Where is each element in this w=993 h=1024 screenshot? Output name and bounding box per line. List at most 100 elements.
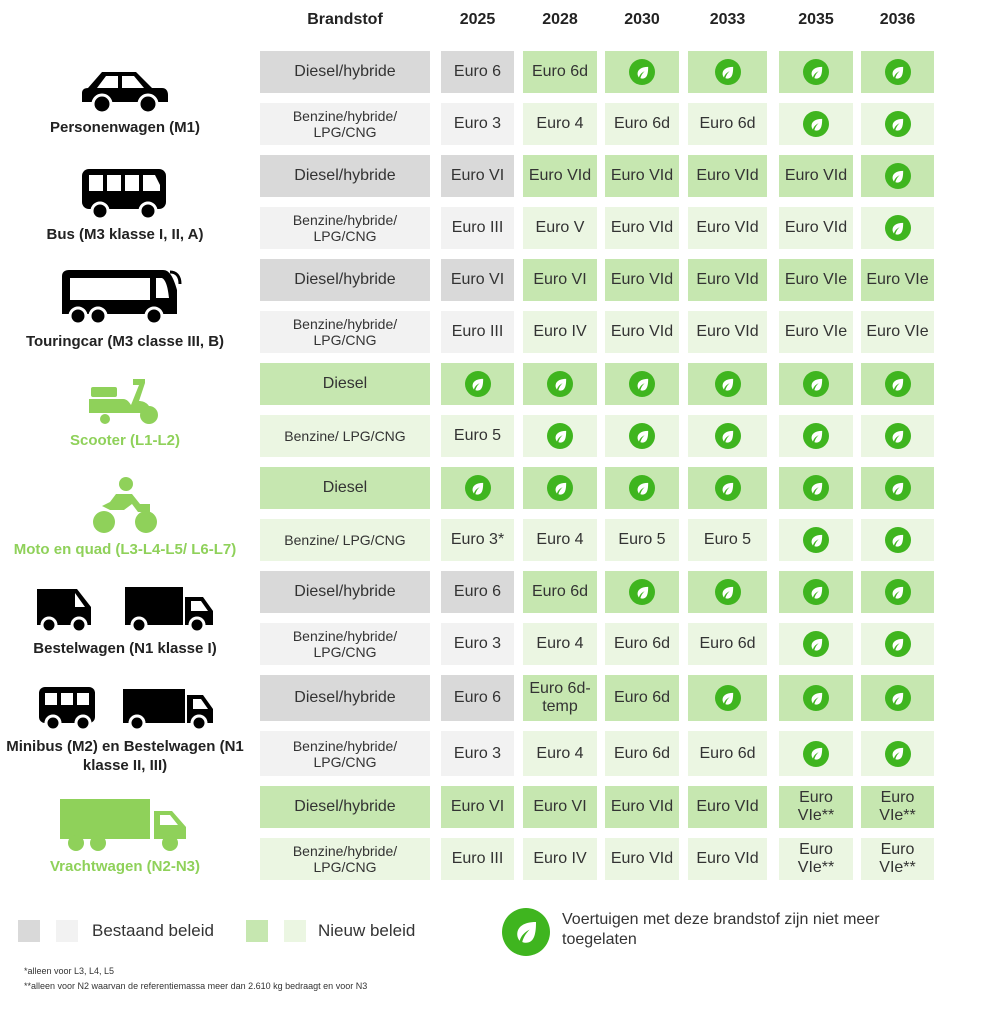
norm-cell: Euro VId (605, 838, 679, 880)
leaf-icon (884, 685, 911, 711)
fuel-cell: Benzine/ LPG/CNG (260, 415, 430, 457)
leaf-icon (714, 685, 741, 711)
footnote-1: *alleen voor L3, L4, L5 (24, 966, 115, 976)
minibus-truck-icon (35, 683, 215, 737)
norm-cell: Euro 6d (688, 623, 767, 665)
leaf-icon (547, 371, 573, 397)
banned-cell (861, 363, 934, 405)
norm-cell: Euro VId (688, 311, 767, 353)
norm-cell: Euro VId (688, 259, 767, 301)
norm-cell: Euro VI (441, 259, 514, 301)
car-icon (80, 66, 170, 118)
norm-cell: Euro VI (441, 786, 514, 828)
leaf-icon (884, 579, 911, 605)
norm-cell: Euro VId (688, 786, 767, 828)
leaf-icon (547, 475, 573, 501)
banned-cell (779, 571, 853, 613)
fuel-cell: Benzine/hybride/ LPG/CNG (260, 103, 430, 145)
fuel-cell: Diesel/hybride (260, 51, 430, 93)
column-header-2030: 2030 (624, 11, 660, 28)
banned-cell (861, 467, 934, 509)
leaf-icon (884, 423, 911, 449)
norm-cell: Euro VIe** (779, 786, 853, 828)
norm-cell: Euro III (441, 207, 514, 249)
banned-cell (779, 731, 853, 776)
legend-existing-label: Bestaand beleid (92, 921, 214, 940)
banned-cell (523, 467, 597, 509)
norm-cell: Euro VId (605, 259, 679, 301)
norm-cell: Euro 6d (605, 675, 679, 721)
banned-cell (605, 363, 679, 405)
leaf-icon (803, 371, 829, 397)
banned-cell (861, 623, 934, 665)
vehicle-label: Vrachtwagen (N2-N3) (49, 857, 201, 875)
norm-cell: Euro 6d (523, 51, 597, 93)
fuel-cell: Benzine/ LPG/CNG (260, 519, 430, 561)
leaf-icon (803, 111, 829, 137)
norm-cell: Euro VIe** (861, 838, 934, 880)
fuel-cell: Benzine/hybride/ LPG/CNG (260, 731, 430, 776)
banned-cell (688, 363, 767, 405)
banned-cell (688, 675, 767, 721)
leaf-icon (803, 527, 829, 553)
norm-cell: Euro 4 (523, 519, 597, 561)
norm-cell: Euro 3* (441, 519, 514, 561)
norm-cell: Euro VId (779, 155, 853, 197)
leaf-icon (629, 579, 655, 605)
banned-cell (688, 51, 767, 93)
norm-cell: Euro VId (605, 207, 679, 249)
banned-cell (861, 155, 934, 197)
lorry-icon (58, 797, 192, 857)
norm-cell: Euro III (441, 838, 514, 880)
leaf-icon (629, 423, 655, 449)
banned-cell (523, 363, 597, 405)
banned-cell (779, 623, 853, 665)
vehicle-label: Moto en quad (L3-L4-L5/ L6-L7) (13, 540, 237, 558)
leaf-icon (803, 740, 829, 767)
vehicle-category: Minibus (M2) en Bestelwagen (N1 klasse I… (0, 679, 250, 778)
legend-swatch-existing-light (56, 920, 78, 942)
norm-cell: Euro VIe** (779, 838, 853, 880)
vehicle-category: Bestelwagen (N1 klasse I) (0, 575, 250, 667)
leaf-icon (464, 371, 491, 397)
norm-cell: Euro 6d (523, 571, 597, 613)
leaf-icon (629, 371, 655, 397)
column-header-brandstof: Brandstof (307, 11, 383, 28)
norm-cell: Euro VId (688, 207, 767, 249)
banned-cell (688, 415, 767, 457)
norm-cell: Euro 4 (523, 623, 597, 665)
banned-cell (688, 467, 767, 509)
banned-cell (779, 51, 853, 93)
fuel-cell: Diesel/hybride (260, 786, 430, 828)
fuel-cell: Diesel (260, 363, 430, 405)
norm-cell: Euro 4 (523, 103, 597, 145)
banned-cell (441, 467, 514, 509)
norm-cell: Euro VIe (861, 311, 934, 353)
norm-cell: Euro 6d (688, 731, 767, 776)
leaf-icon (884, 163, 911, 189)
leaf-icon (884, 740, 911, 767)
leaf-icon (803, 579, 829, 605)
banned-cell (861, 207, 934, 249)
fuel-cell: Benzine/hybride/ LPG/CNG (260, 838, 430, 880)
norm-cell: Euro 6d (605, 103, 679, 145)
norm-cell: Euro VId (688, 155, 767, 197)
norm-cell: Euro VI (441, 155, 514, 197)
banned-cell (861, 103, 934, 145)
column-header-2033: 2033 (709, 11, 746, 28)
fuel-cell: Benzine/hybride/ LPG/CNG (260, 623, 430, 665)
leaf-icon (464, 475, 491, 501)
norm-cell: Euro 6d (605, 731, 679, 776)
norm-cell: Euro VIe (861, 259, 934, 301)
fuel-cell: Diesel/hybride (260, 259, 430, 301)
norm-cell: Euro 3 (441, 623, 514, 665)
leaf-icon (547, 423, 573, 449)
vehicle-category: Touringcar (M3 classe III, B) (0, 263, 250, 355)
coach-icon (58, 268, 192, 332)
banned-cell (779, 415, 853, 457)
banned-cell (861, 571, 934, 613)
norm-cell: Euro VId (605, 155, 679, 197)
motorcycle-icon (90, 476, 160, 540)
banned-cell (523, 415, 597, 457)
leaf-icon (714, 371, 741, 397)
